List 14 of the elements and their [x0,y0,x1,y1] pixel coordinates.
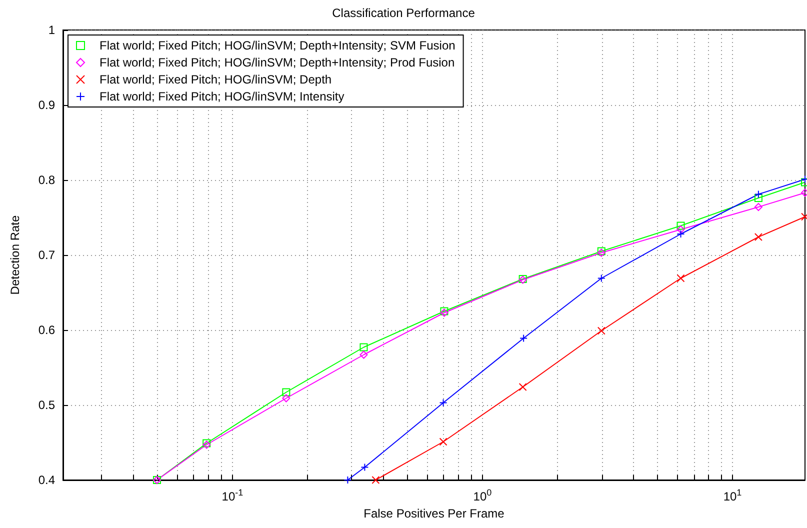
y-tick-label: 1 [48,23,56,37]
y-tick-label: 0.4 [38,473,56,487]
y-tick-label: 0.8 [38,173,56,187]
legend-label: Flat world; Fixed Pitch; HOG/linSVM; Depth+Intensity; Prod Fusion [100,56,455,70]
y-tick-label: 0.6 [38,323,56,337]
y-axis-title: Detection Rate [8,214,22,295]
chart-title: Classification Performance [332,6,476,20]
legend-label: Flat world; Fixed Pitch; HOG/linSVM; Depth+Intensity; SVM Fusion [100,38,456,52]
y-tick-label: 0.5 [38,398,56,412]
y-tick-label: 0.9 [38,98,56,112]
legend-label: Flat world; Fixed Pitch; HOG/linSVM; Intensity [100,90,344,104]
x-axis-title: False Positives Per Frame [364,506,505,520]
legend-label: Flat world; Fixed Pitch; HOG/linSVM; Depth [100,72,332,86]
y-tick-label: 0.7 [38,248,56,262]
